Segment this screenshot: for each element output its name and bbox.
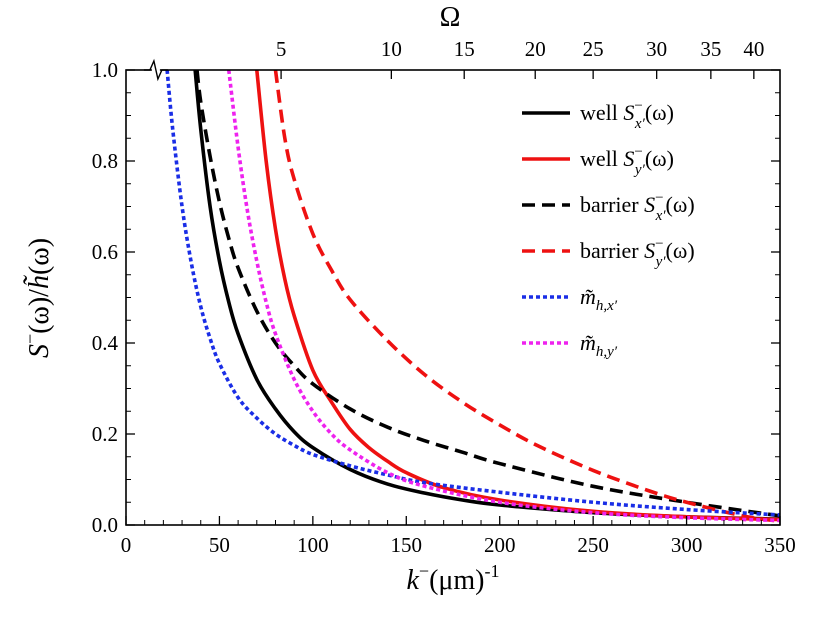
legend-label-var: m̃ (580, 284, 596, 309)
legend-label-sub: x′ (634, 116, 646, 132)
legend-label-sup: − (634, 144, 642, 160)
top-tick-label: 5 (276, 37, 287, 61)
top-tick-label: 40 (743, 37, 764, 61)
legend-label-arg: (ω) (645, 100, 674, 125)
x-tick-label: 100 (297, 533, 329, 557)
y-tick-label: 0.6 (92, 240, 118, 264)
legend-label-var: S (644, 192, 655, 217)
x-tick-label: 200 (484, 533, 516, 557)
y-axis-title: S−(ω)/h̃(ω) (20, 238, 55, 358)
legend-label-arg: (ω) (666, 192, 695, 217)
y-axis-title-sup: − (20, 334, 40, 344)
series-layer (165, 70, 780, 524)
legend-label-sub: h,x′ (596, 298, 618, 314)
legend-label-sub: y′ (654, 254, 667, 270)
x-tick-label: 250 (577, 533, 609, 557)
x-axis-title-var: k (406, 565, 419, 596)
top-tick-label: 15 (454, 37, 475, 61)
legend: well S− x′(ω)well S− y′(ω)barrier S− x′(ω)b… (522, 98, 695, 360)
series-line-1 (255, 70, 780, 522)
legend-label-4: m̃h,x′ (580, 284, 618, 314)
legend-label-0: well S− x′(ω) (580, 98, 674, 132)
x-axis-title-unit-sup: -1 (485, 561, 500, 581)
y-tick-label: 1.0 (92, 58, 118, 82)
y-axis: 0.0 0.2 0.4 0.6 0.8 1.0 (92, 58, 780, 537)
legend-label-5: m̃h,y′ (580, 330, 618, 360)
y-tick-label: 0.0 (92, 513, 118, 537)
legend-label-3: barrier S− y′(ω) (580, 236, 695, 270)
legend-label-prefix: well (580, 146, 623, 171)
top-tick-label: 20 (525, 37, 546, 61)
top-tick-label: 10 (381, 37, 402, 61)
legend-label-var: S (623, 100, 634, 125)
x-axis-title: k−(μm)-1 (406, 561, 499, 596)
legend-label-2: barrier S− x′(ω) (580, 190, 695, 224)
legend-label-prefix: well (580, 100, 623, 125)
axis-break-zigzag (143, 58, 168, 82)
top-tick-label: 30 (646, 37, 667, 61)
x-tick-label: 150 (391, 533, 423, 557)
legend-label-var: S (644, 238, 655, 263)
top-tick-label: 35 (700, 37, 721, 61)
top-tick-label: 25 (583, 37, 604, 61)
legend-label-var: S (623, 146, 634, 171)
legend-label-sup: − (655, 190, 663, 206)
x-tick-label: 300 (671, 533, 703, 557)
legend-label-sup: − (634, 98, 642, 114)
x-tick-label: 350 (764, 533, 796, 557)
x-axis-title-unit: (μm) (429, 565, 484, 596)
plot-frame (125, 69, 781, 526)
y-axis-title-arg2: (ω) (24, 238, 55, 275)
legend-label-prefix: barrier (580, 192, 644, 217)
legend-label-sub: y′ (633, 162, 646, 178)
series-line-5 (226, 70, 780, 523)
axis-break-marker (143, 58, 168, 82)
series-line-4 (165, 70, 780, 517)
y-axis-title-arg: (ω)/ (24, 289, 55, 334)
legend-label-arg: (ω) (645, 146, 674, 171)
x-tick-label: 0 (121, 533, 132, 557)
x-axis: 0 50 100 150 200 250 300 350 (121, 516, 796, 557)
y-axis-title-var2: h̃ (23, 274, 55, 289)
legend-label-arg: (ω) (666, 238, 695, 263)
top-omega-axis: 5 10 15 20 25 30 35 40 (276, 37, 764, 79)
x-axis-title-sup: − (419, 561, 429, 581)
legend-label-prefix: barrier (580, 238, 644, 263)
legend-label-sup: − (655, 236, 663, 252)
legend-label-sub: x′ (655, 208, 667, 224)
y-tick-label: 0.8 (92, 149, 118, 173)
legend-label-sub: h,y′ (596, 344, 618, 360)
x-tick-label: 50 (209, 533, 230, 557)
y-axis-title-var: S (24, 344, 55, 358)
legend-label-var: m̃ (580, 330, 596, 355)
y-tick-label: 0.4 (92, 331, 119, 355)
y-tick-label: 0.2 (92, 422, 118, 446)
series-line-3 (273, 70, 780, 524)
legend-label-1: well S− y′(ω) (580, 144, 674, 178)
top-axis-title: Ω (440, 2, 461, 33)
